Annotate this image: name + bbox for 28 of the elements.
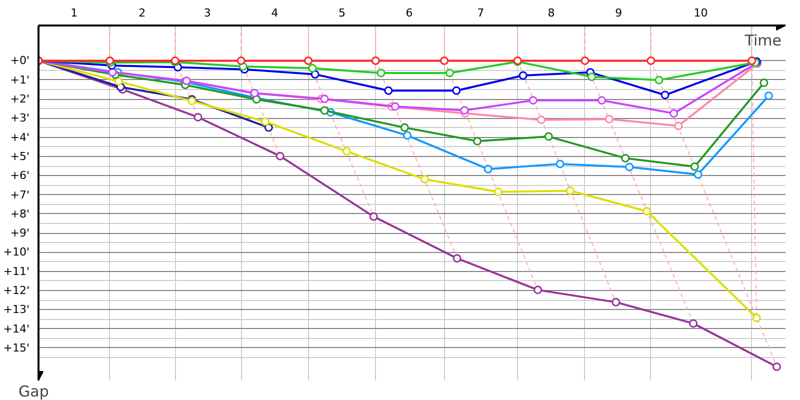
x-tick-label: 2 [138, 6, 146, 20]
x-tick-label: 5 [338, 6, 346, 20]
y-tick-label: +14' [3, 322, 30, 336]
x-tick-label: 3 [204, 6, 211, 20]
x-tick-label: 8 [548, 6, 555, 20]
y-tick-label: +15' [3, 341, 30, 354]
y-tick-label: +12' [3, 284, 30, 298]
x-tick-label: 1 [70, 6, 78, 20]
y-tick-label: +10' [3, 246, 30, 259]
y-tick-label: +11' [3, 264, 30, 278]
y-tick-label: +1' [10, 73, 30, 86]
y-tick-label: +2' [10, 92, 30, 106]
x-tick-label: 10 [694, 6, 708, 20]
y-axis-title: Gap [18, 382, 49, 400]
x-tick-label: 4 [271, 6, 278, 20]
y-tick-label: +6' [10, 169, 30, 182]
x-axis-title: Time [744, 32, 782, 50]
y-tick-label: +9' [10, 226, 30, 240]
x-tick-label: 6 [406, 6, 413, 20]
y-tick-label: +0' [10, 54, 30, 68]
x-tick-label: 7 [477, 6, 484, 20]
y-tick-label: +7' [10, 188, 30, 202]
y-tick-label: +8' [10, 207, 30, 220]
x-tick-label: 9 [615, 6, 622, 20]
y-tick-label: +13' [3, 303, 30, 316]
y-tick-label: +5' [10, 150, 30, 163]
y-tick-label: +3' [10, 112, 30, 125]
y-tick-label: +4' [10, 130, 30, 144]
